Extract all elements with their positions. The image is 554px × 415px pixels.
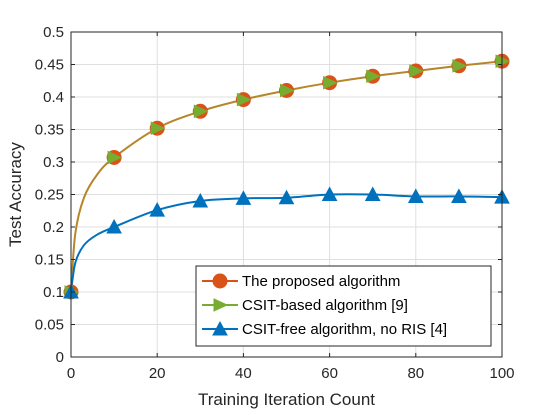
legend-label: The proposed algorithm	[242, 273, 400, 290]
legend-marker	[213, 298, 229, 312]
tick-labels: 0 20 40 60 80 100 0 0.05 0.1 0.15 0.2 0.25 0.3 0.35 0.…	[35, 24, 515, 382]
x-tick-label: 100	[489, 365, 514, 382]
marker-csit-based	[452, 59, 468, 73]
y-tick-label: 0.2	[43, 219, 64, 236]
marker-csit-free	[278, 189, 295, 205]
marker-csit-based	[236, 92, 252, 107]
y-tick-label: 0.25	[35, 187, 64, 204]
marker-csit-free	[451, 188, 467, 203]
x-tick-label: 80	[407, 365, 424, 382]
y-tick-label: 0.3	[43, 154, 64, 171]
legend-box	[195, 265, 492, 347]
legend: The proposed algorithm CSIT-based algorit…	[195, 265, 492, 347]
y-tick-label: 0	[56, 349, 64, 366]
marker-csit-based	[193, 104, 209, 119]
y-tick-label: 0.35	[35, 122, 64, 139]
marker-csit-based	[366, 69, 381, 83]
marker-csit-free	[106, 218, 122, 234]
y-axis-label: Test Accuracy	[6, 142, 25, 247]
marker-csit-based	[409, 64, 424, 78]
marker-csit-based	[280, 83, 295, 98]
marker-csit-free	[407, 188, 424, 203]
marker-csit-free	[321, 186, 338, 201]
y-tick-label: 0.5	[43, 24, 64, 41]
y-tick-label: 0.15	[35, 252, 64, 269]
legend-marker	[212, 320, 228, 336]
axes	[70, 31, 503, 358]
legend-marker	[212, 273, 228, 289]
y-tick-label: 0.4	[43, 89, 64, 106]
y-tick-label: 0.05	[35, 317, 64, 334]
marker-csit-free	[149, 202, 166, 217]
y-tick-label: 0.1	[43, 284, 64, 301]
marker-csit-free	[235, 190, 252, 205]
marker-csit-free	[192, 192, 209, 208]
plot-frame	[70, 31, 503, 358]
marker-csit-based	[323, 75, 338, 90]
x-tick-label: 20	[149, 365, 166, 382]
x-axis-label: Training Iteration Count	[198, 390, 375, 409]
marker-csit-based	[107, 150, 123, 165]
marker-csit-based	[150, 121, 166, 135]
legend-label: CSIT-based algorithm [9]	[242, 297, 408, 314]
x-tick-label: 0	[67, 365, 75, 382]
x-tick-label: 60	[321, 365, 338, 382]
legend-label: CSIT-free algorithm, no RIS [4]	[242, 321, 447, 338]
y-tick-label: 0.45	[35, 57, 64, 74]
marker-csit-free	[364, 186, 381, 201]
x-tick-label: 40	[235, 365, 252, 382]
